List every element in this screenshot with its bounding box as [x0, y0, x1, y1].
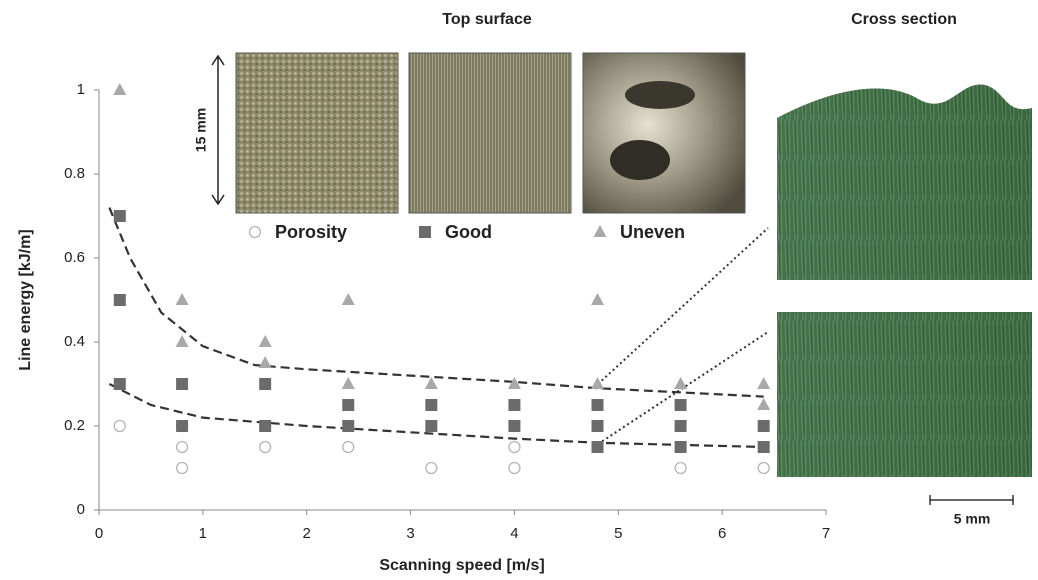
point: [426, 463, 437, 474]
point: [259, 378, 271, 390]
y-tick-label: 0.4: [64, 333, 85, 350]
point: [176, 420, 188, 432]
image-porosity: [236, 53, 398, 213]
legend-label: Porosity: [275, 222, 347, 242]
cross-section-label: Cross section: [851, 11, 957, 28]
x-tick-label: 4: [510, 525, 518, 542]
point: [260, 442, 271, 453]
point: [592, 441, 604, 453]
point: [675, 399, 687, 411]
point: [114, 421, 125, 432]
x-tick-label: 7: [822, 525, 830, 542]
scale-bar: [930, 495, 1013, 505]
point: [114, 210, 126, 222]
x-tick-label: 3: [406, 525, 414, 542]
y-tick-label: 1: [77, 81, 85, 98]
point: [508, 399, 520, 411]
y-tick-label: 0.2: [64, 417, 85, 434]
point: [177, 463, 188, 474]
scale-bar-label: 5 mm: [954, 511, 991, 527]
point: [509, 463, 520, 474]
point: [114, 378, 126, 390]
point: [758, 463, 769, 474]
point: [509, 442, 520, 453]
y-tick-label: 0.8: [64, 165, 85, 182]
x-tick-label: 1: [199, 525, 207, 542]
zoom-line: [598, 228, 768, 444]
point: [758, 441, 770, 453]
image-overlay: [777, 85, 1032, 280]
point: [177, 442, 188, 453]
point: [508, 420, 520, 432]
point: [675, 420, 687, 432]
x-tick-label: 6: [718, 525, 726, 542]
point: [425, 377, 438, 389]
point: [591, 377, 604, 389]
point: [674, 377, 687, 389]
point: [425, 399, 437, 411]
point: [176, 293, 189, 305]
legend-marker: [594, 225, 607, 237]
size-label: 15 mm: [193, 108, 209, 152]
y-axis-label: Line energy [kJ/m]: [17, 229, 34, 370]
y-tick-label: 0.6: [64, 249, 85, 266]
image-uneven: [583, 53, 745, 213]
point: [758, 420, 770, 432]
point: [259, 420, 271, 432]
figure: Top surface Cross section 15 mm 5 mm Sca…: [0, 0, 1038, 580]
x-axis-label: Scanning speed [m/s]: [379, 557, 544, 574]
point: [342, 399, 354, 411]
point: [114, 294, 126, 306]
point: [259, 356, 272, 368]
y-tick-label: 0: [77, 501, 85, 518]
x-tick-label: 5: [614, 525, 622, 542]
x-tick-label: 2: [303, 525, 311, 542]
point: [592, 420, 604, 432]
point: [342, 293, 355, 305]
point: [113, 83, 126, 95]
image-overlay: [777, 312, 1032, 477]
point: [757, 377, 770, 389]
point: [592, 399, 604, 411]
top-surface-label: Top surface: [442, 11, 532, 28]
legend-label: Uneven: [620, 222, 685, 242]
point: [343, 442, 354, 453]
image-good: [409, 53, 571, 213]
legend-marker: [419, 226, 431, 238]
image-detail: [625, 81, 695, 109]
legend-marker: [250, 227, 261, 238]
point: [757, 398, 770, 410]
fit-curve: [109, 384, 763, 447]
point: [176, 335, 189, 347]
legend-label: Good: [445, 222, 492, 242]
point: [342, 377, 355, 389]
point: [675, 441, 687, 453]
image-detail: [610, 140, 670, 180]
point: [425, 420, 437, 432]
point: [591, 293, 604, 305]
point: [342, 420, 354, 432]
point: [176, 378, 188, 390]
x-tick-label: 0: [95, 525, 103, 542]
point: [259, 335, 272, 347]
point: [675, 463, 686, 474]
